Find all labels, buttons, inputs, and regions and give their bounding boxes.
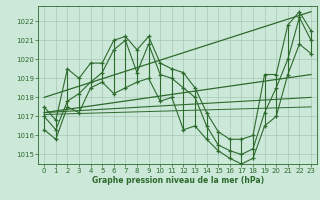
X-axis label: Graphe pression niveau de la mer (hPa): Graphe pression niveau de la mer (hPa) (92, 176, 264, 185)
